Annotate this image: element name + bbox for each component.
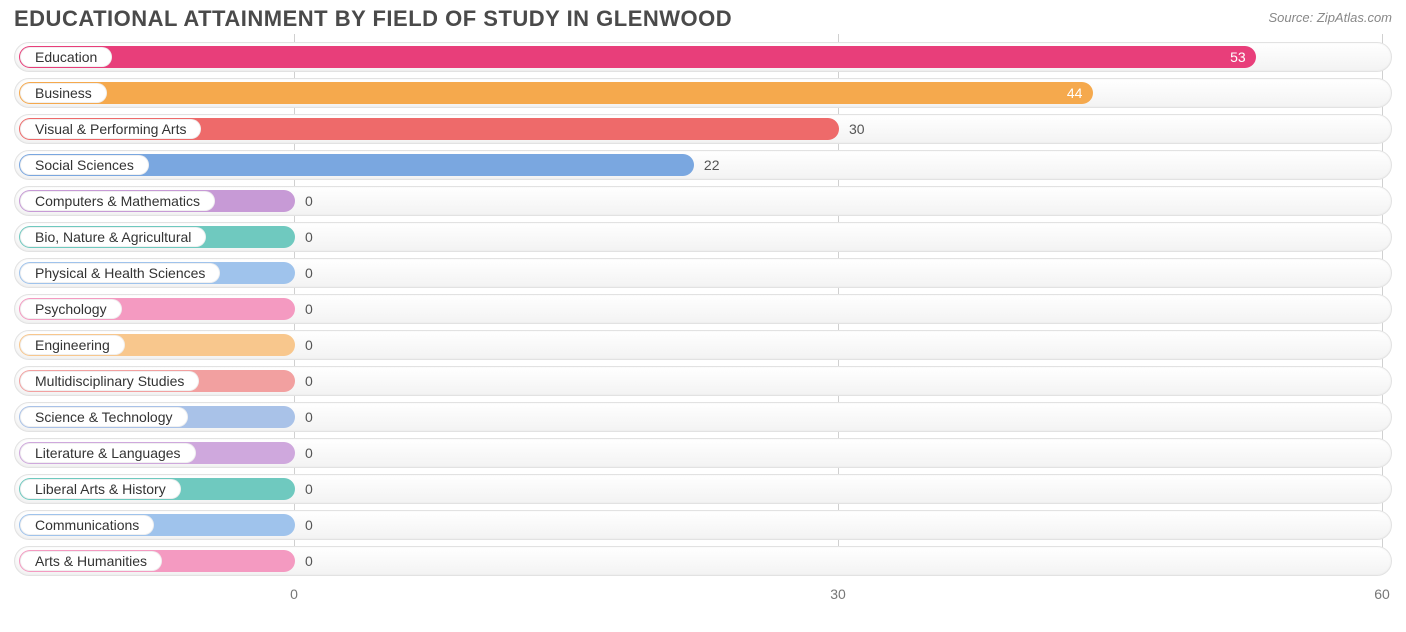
bar-value-label: 0: [297, 187, 313, 215]
bar-row: Business 44: [14, 78, 1392, 108]
bar-label-pill: Physical & Health Sciences: [20, 263, 220, 283]
bar-label-pill: Social Sciences: [20, 155, 149, 175]
bar-value-label: 0: [297, 295, 313, 323]
bar-label-pill: Business: [20, 83, 107, 103]
bar-row: Visual & Performing Arts 30: [14, 114, 1392, 144]
bar-label-pill: Communications: [20, 515, 154, 535]
chart-rows: Education 53 Business 44 Visual & Performing…: [14, 42, 1392, 576]
bar-row: Arts & Humanities 0: [14, 546, 1392, 576]
bar-label-pill: Arts & Humanities: [20, 551, 162, 571]
bar-row: Communications 0: [14, 510, 1392, 540]
chart-source: Source: ZipAtlas.com: [1268, 6, 1392, 25]
x-axis-tick: 30: [830, 586, 846, 602]
x-axis: 0 30 60: [14, 582, 1392, 612]
bar-value-label: 30: [841, 115, 865, 143]
bar-row: Bio, Nature & Agricultural 0: [14, 222, 1392, 252]
bar-value-label: 0: [297, 259, 313, 287]
bar-label-pill: Engineering: [20, 335, 125, 355]
bar-label-pill: Psychology: [20, 299, 122, 319]
bar-label-pill: Bio, Nature & Agricultural: [20, 227, 206, 247]
bar-row: Multidisciplinary Studies 0: [14, 366, 1392, 396]
bar-label-pill: Liberal Arts & History: [20, 479, 181, 499]
bar-row: Psychology 0: [14, 294, 1392, 324]
chart-area: Education 53 Business 44 Visual & Performing…: [0, 34, 1406, 576]
bar-label-pill: Computers & Mathematics: [20, 191, 215, 211]
bar-row: Engineering 0: [14, 330, 1392, 360]
bar-label-pill: Science & Technology: [20, 407, 188, 427]
bar-label-pill: Multidisciplinary Studies: [20, 371, 199, 391]
bar-value-label: 0: [297, 223, 313, 251]
x-axis-tick: 60: [1374, 586, 1390, 602]
bar-row: Physical & Health Sciences 0: [14, 258, 1392, 288]
bar-value-label: 0: [297, 547, 313, 575]
bar-value-label: 53: [1222, 43, 1246, 71]
bar-value-label: 0: [297, 439, 313, 467]
bar-fill: [19, 46, 1256, 68]
bar-row: Computers & Mathematics 0: [14, 186, 1392, 216]
chart-title: EDUCATIONAL ATTAINMENT BY FIELD OF STUDY…: [14, 6, 732, 32]
bar-value-label: 0: [297, 511, 313, 539]
x-axis-tick: 0: [290, 586, 298, 602]
bar-value-label: 0: [297, 367, 313, 395]
bar-fill: [19, 82, 1093, 104]
bar-value-label: 0: [297, 403, 313, 431]
bar-label-pill: Literature & Languages: [20, 443, 196, 463]
chart-header: EDUCATIONAL ATTAINMENT BY FIELD OF STUDY…: [0, 0, 1406, 34]
bar-row: Education 53: [14, 42, 1392, 72]
bar-value-label: 44: [1059, 79, 1083, 107]
bar-row: Literature & Languages 0: [14, 438, 1392, 468]
bar-row: Liberal Arts & History 0: [14, 474, 1392, 504]
bar-label-pill: Visual & Performing Arts: [20, 119, 201, 139]
bar-label-pill: Education: [20, 47, 112, 67]
bar-value-label: 0: [297, 475, 313, 503]
bar-row: Social Sciences 22: [14, 150, 1392, 180]
bar-value-label: 22: [696, 151, 720, 179]
bar-value-label: 0: [297, 331, 313, 359]
bar-row: Science & Technology 0: [14, 402, 1392, 432]
